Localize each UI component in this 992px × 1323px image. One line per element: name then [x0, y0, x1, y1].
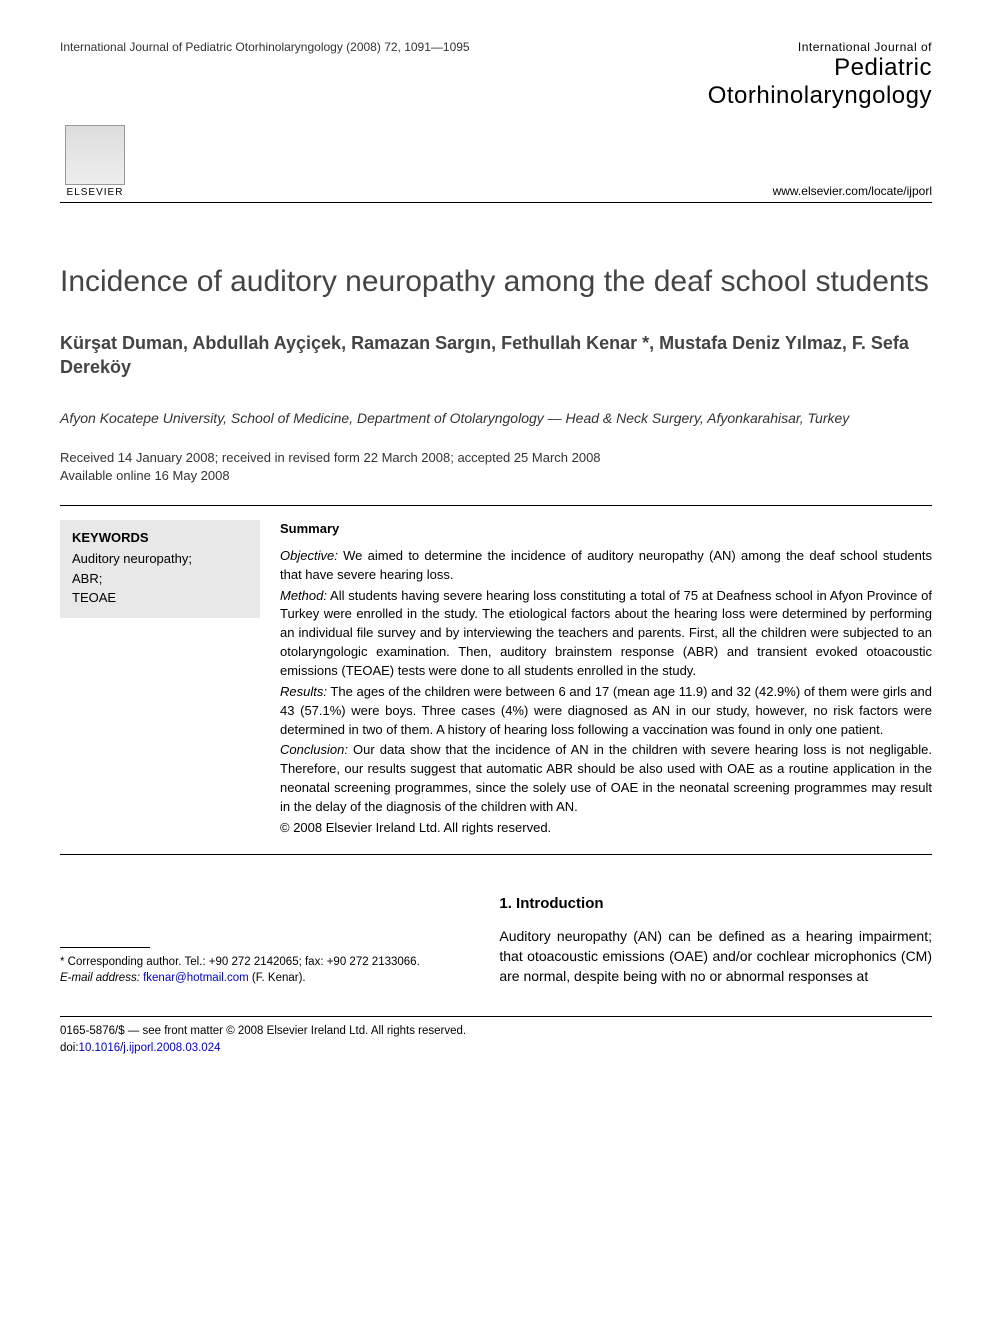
- abstract-block: KEYWORDS Auditory neuropathy; ABR; TEOAE…: [60, 505, 932, 855]
- summary-column: Summary Objective: We aimed to determine…: [280, 520, 932, 840]
- summary-conclusion: Conclusion: Our data show that the incid…: [280, 741, 932, 816]
- page-footer: 0165-5876/$ — see front matter © 2008 El…: [60, 1016, 932, 1055]
- brand-line-3: Otorhinolaryngology: [708, 82, 932, 110]
- article-title: Incidence of auditory neuropathy among t…: [60, 263, 932, 301]
- introduction-heading: 1. Introduction: [499, 895, 932, 912]
- summary-copyright: © 2008 Elsevier Ireland Ltd. All rights …: [280, 819, 932, 838]
- doi-line: doi:10.1016/j.ijporl.2008.03.024: [60, 1040, 932, 1056]
- journal-brand: International Journal of Pediatric Otorh…: [708, 40, 932, 110]
- received-dates: Received 14 January 2008; received in re…: [60, 449, 932, 467]
- front-matter-line: 0165-5876/$ — see front matter © 2008 El…: [60, 1023, 932, 1039]
- doi-link[interactable]: 10.1016/j.ijporl.2008.03.024: [79, 1042, 221, 1054]
- journal-url[interactable]: www.elsevier.com/locate/ijporl: [773, 184, 932, 198]
- summary-results: Results: The ages of the children were b…: [280, 683, 932, 740]
- elsevier-label: ELSEVIER: [67, 187, 124, 198]
- article-dates: Received 14 January 2008; received in re…: [60, 449, 932, 485]
- affiliation: Afyon Kocatepe University, School of Med…: [60, 409, 932, 429]
- corresponding-author-footnote: * Corresponding author. Tel.: +90 272 21…: [60, 954, 459, 986]
- summary-heading: Summary: [280, 520, 932, 539]
- corresponding-info: * Corresponding author. Tel.: +90 272 21…: [60, 954, 459, 970]
- email-link[interactable]: fkenar@hotmail.com: [143, 972, 249, 984]
- authors-list: Kürşat Duman, Abdullah Ayçiçek, Ramazan …: [60, 331, 932, 380]
- elsevier-tree-icon: [65, 125, 125, 185]
- introduction-body: Auditory neuropathy (AN) can be defined …: [499, 926, 932, 987]
- brand-line-2: Pediatric: [708, 54, 932, 82]
- journal-reference: International Journal of Pediatric Otorh…: [60, 40, 470, 54]
- summary-method: Method: All students having severe heari…: [280, 587, 932, 681]
- keywords-box: KEYWORDS Auditory neuropathy; ABR; TEOAE: [60, 520, 260, 618]
- brand-line-1: International Journal of: [708, 40, 932, 54]
- footnote-rule: [60, 947, 150, 948]
- keywords-heading: KEYWORDS: [72, 530, 248, 545]
- keywords-list: Auditory neuropathy; ABR; TEOAE: [72, 549, 248, 608]
- elsevier-logo: ELSEVIER: [60, 118, 130, 198]
- available-online-date: Available online 16 May 2008: [60, 467, 932, 485]
- summary-objective: Objective: We aimed to determine the inc…: [280, 547, 932, 585]
- email-line: E-mail address: fkenar@hotmail.com (F. K…: [60, 970, 459, 986]
